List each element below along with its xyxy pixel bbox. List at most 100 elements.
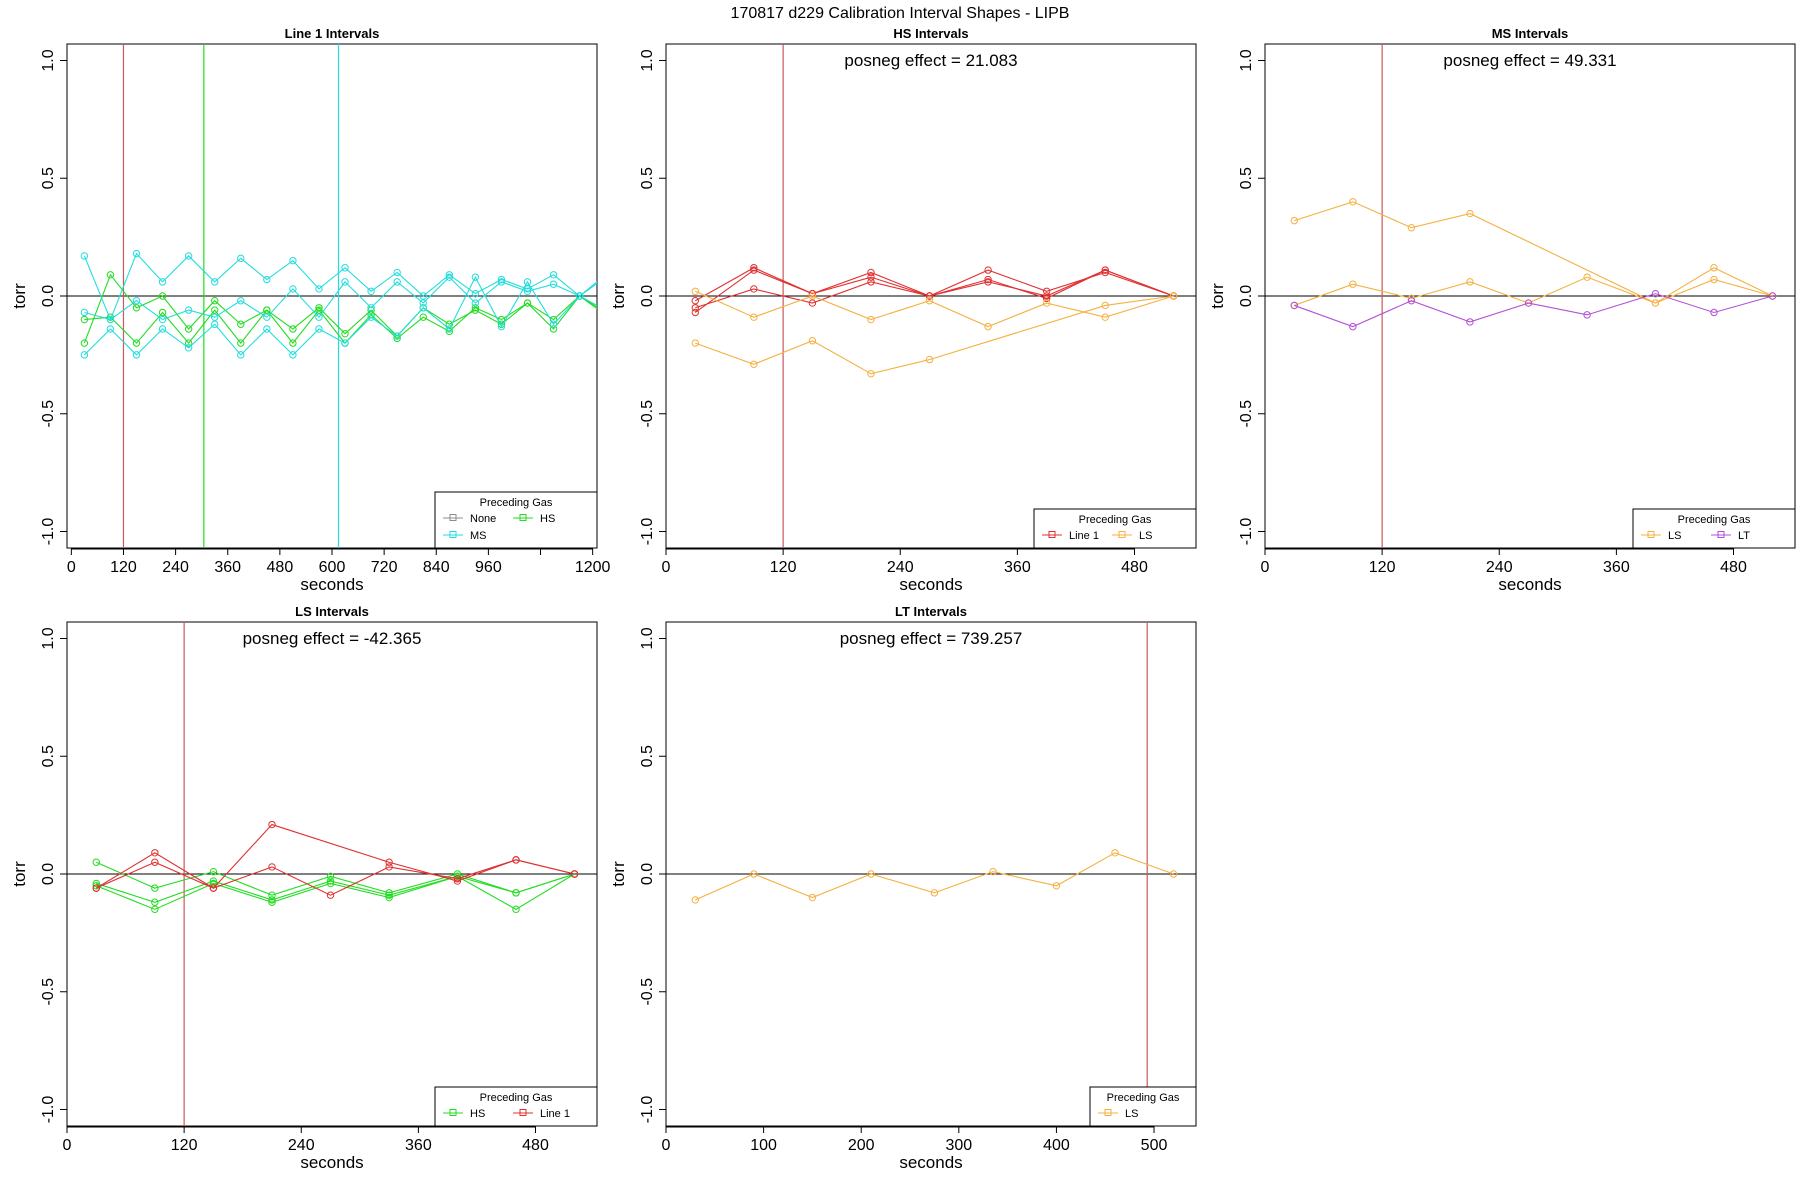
chart-panel-1: Line 1 Intervals -1.0 -0.5 0.0 0.5 1.0 0 120 240… bbox=[10, 26, 611, 594]
data-point bbox=[367, 287, 375, 295]
x-tick-label: 480 bbox=[267, 559, 294, 576]
x-tick-label: 360 bbox=[1004, 559, 1031, 576]
y-tick-label: -1.0 bbox=[639, 1096, 656, 1124]
legend-swatch-marker bbox=[1647, 531, 1655, 538]
chart-panel-3: MS Intervals -1.0 -0.5 0.0 0.5 1.0 0 120 240 360 4… bbox=[1208, 26, 1796, 594]
y-tick-label: 1.0 bbox=[639, 627, 656, 649]
data-point bbox=[1349, 322, 1357, 331]
plot-area bbox=[666, 44, 1196, 548]
data-point bbox=[867, 268, 875, 277]
data-point bbox=[1042, 299, 1051, 307]
y-axis-label: torr bbox=[609, 283, 628, 309]
data-point bbox=[80, 315, 89, 324]
x-axis-label: seconds bbox=[899, 575, 962, 594]
data-point bbox=[151, 905, 159, 914]
legend-entry-hs: HS bbox=[513, 513, 555, 525]
legend-swatch-marker bbox=[1104, 1109, 1112, 1116]
data-point bbox=[80, 252, 89, 260]
legend-swatch-marker bbox=[449, 1109, 457, 1116]
data-point bbox=[1169, 870, 1178, 878]
y-tick-label: 0.5 bbox=[639, 745, 656, 767]
y-tick-label: 1.0 bbox=[40, 49, 57, 71]
data-point bbox=[268, 896, 276, 904]
chart-panel-4: LS Intervals -1.0 -0.5 0.0 0.5 1.0 0 120 240 360 4… bbox=[10, 604, 598, 1172]
x-axis-label: seconds bbox=[1498, 575, 1561, 594]
data-point bbox=[211, 313, 219, 321]
legend-entry-hs: HS bbox=[443, 1108, 485, 1120]
data-point bbox=[691, 308, 699, 317]
data-point bbox=[1111, 849, 1119, 857]
data-point bbox=[184, 325, 193, 333]
data-point bbox=[523, 299, 532, 307]
data-point bbox=[602, 312, 608, 318]
data-point bbox=[1466, 278, 1474, 286]
x-tick-label: 300 bbox=[945, 1137, 972, 1154]
data-point bbox=[237, 320, 245, 328]
data-point bbox=[1101, 268, 1109, 277]
series-line bbox=[96, 873, 575, 910]
plot-area bbox=[666, 622, 1196, 1126]
data-point bbox=[984, 266, 992, 274]
y-tick-label: -0.5 bbox=[40, 400, 57, 428]
data-point bbox=[341, 329, 349, 338]
series-hs-2 bbox=[80, 271, 597, 347]
data-point bbox=[106, 271, 115, 279]
data-point bbox=[523, 278, 532, 286]
series-line bbox=[95, 823, 575, 889]
data-point bbox=[867, 370, 875, 378]
data-point bbox=[263, 313, 271, 321]
data-point bbox=[750, 264, 758, 272]
legend-label: LS bbox=[1139, 530, 1152, 542]
page-title: 170817 d229 Calibration Interval Shapes … bbox=[731, 5, 1070, 22]
data-point bbox=[92, 879, 100, 888]
data-point bbox=[549, 271, 558, 279]
data-point bbox=[1290, 301, 1298, 310]
data-point bbox=[930, 889, 939, 897]
legend-title: Preceding Gas bbox=[480, 1092, 553, 1104]
legend-label: None bbox=[470, 513, 496, 525]
data-point bbox=[393, 332, 401, 340]
x-tick-label: 480 bbox=[522, 1137, 549, 1154]
data-point bbox=[132, 297, 141, 305]
data-point bbox=[471, 289, 480, 298]
legend-swatch-marker bbox=[1048, 531, 1056, 538]
data-point bbox=[315, 285, 323, 293]
data-point bbox=[263, 306, 271, 314]
data-point bbox=[750, 360, 758, 368]
legend-title: Preceding Gas bbox=[480, 497, 553, 509]
legend: Preceding Gas None HS MS bbox=[434, 491, 598, 549]
series-line bbox=[1294, 201, 1773, 304]
data-point bbox=[691, 896, 699, 904]
legend-box bbox=[434, 491, 598, 549]
series-ls-1 bbox=[691, 849, 1178, 904]
data-point bbox=[471, 299, 480, 307]
data-point bbox=[289, 285, 297, 293]
data-point bbox=[523, 287, 532, 295]
data-point bbox=[289, 339, 297, 347]
series-line-1-4 bbox=[92, 820, 579, 892]
y-axis-label: torr bbox=[609, 861, 628, 887]
data-point bbox=[289, 256, 297, 265]
legend-entry-lt: LT bbox=[1711, 530, 1750, 542]
data-point bbox=[184, 306, 193, 314]
data-point bbox=[209, 877, 218, 885]
data-point bbox=[367, 306, 375, 314]
data-point bbox=[367, 311, 375, 319]
data-point bbox=[289, 325, 297, 333]
data-point bbox=[602, 272, 608, 278]
data-point bbox=[1651, 289, 1660, 298]
data-point bbox=[92, 858, 100, 866]
series-hs-3 bbox=[92, 870, 579, 914]
chart-title: MS Intervals bbox=[1492, 26, 1569, 41]
legend-label: LS bbox=[1125, 1108, 1138, 1120]
y-tick-label: 0.5 bbox=[639, 167, 656, 189]
chart-panel-5: LT Intervals -1.0 -0.5 0.0 0.5 1.0 0 100 200 300 4… bbox=[609, 604, 1197, 1172]
data-point bbox=[158, 292, 167, 300]
data-point bbox=[1407, 297, 1416, 305]
legend-title: Preceding Gas bbox=[1107, 1092, 1180, 1104]
chart-panel-2: HS Intervals -1.0 -0.5 0.0 0.5 1.0 0 120 240 360 4… bbox=[609, 26, 1197, 594]
data-point bbox=[445, 271, 453, 279]
legend-entry-none: None bbox=[443, 513, 496, 525]
legend-label: HS bbox=[470, 1108, 485, 1120]
